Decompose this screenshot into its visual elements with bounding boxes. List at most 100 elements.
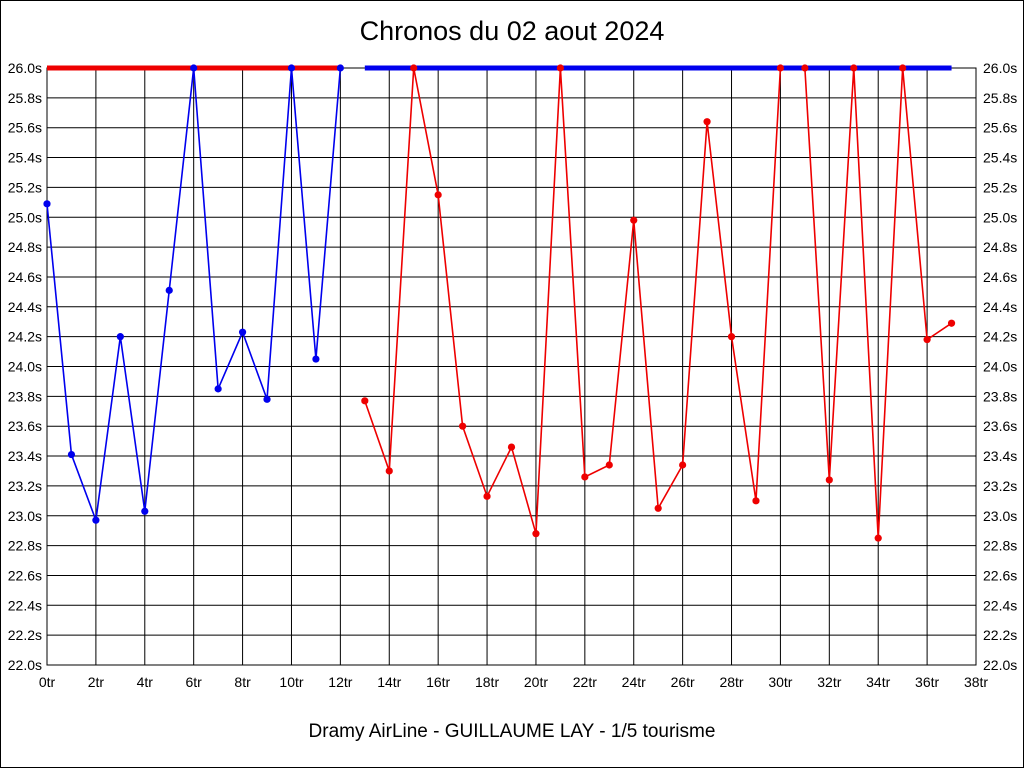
y-tick-label-left: 24.6s xyxy=(8,269,42,285)
data-point-marker xyxy=(190,64,198,72)
x-tick-label: 16tr xyxy=(426,674,450,690)
x-tick-label: 14tr xyxy=(377,674,401,690)
data-point-marker xyxy=(532,530,540,538)
x-tick-label: 6tr xyxy=(186,674,203,690)
y-tick-label-right: 22.2s xyxy=(983,627,1017,643)
chart-subtitle: Dramy AirLine - GUILLAUME LAY - 1/5 tour… xyxy=(308,721,716,742)
data-point-marker xyxy=(581,473,589,481)
data-point-marker xyxy=(850,64,858,72)
y-tick-label-left: 23.4s xyxy=(8,448,42,464)
data-point-marker xyxy=(605,461,613,469)
data-point-marker xyxy=(679,461,687,469)
data-point-marker xyxy=(776,64,785,72)
data-point-marker xyxy=(654,504,662,512)
x-tick-label: 26tr xyxy=(671,674,695,690)
x-tick-label: 10tr xyxy=(279,674,303,690)
data-point-marker xyxy=(410,64,418,72)
x-tick-label: 12tr xyxy=(328,674,352,690)
y-tick-label-left: 26.0s xyxy=(8,60,42,76)
x-tick-label: 8tr xyxy=(234,674,251,690)
x-tick-label: 22tr xyxy=(573,674,597,690)
y-tick-label-right: 23.0s xyxy=(983,508,1017,524)
x-tick-label: 20tr xyxy=(524,674,548,690)
data-point-marker xyxy=(116,333,124,341)
x-tick-label: 4tr xyxy=(137,674,154,690)
data-point-marker xyxy=(312,355,320,363)
y-tick-label-left: 22.6s xyxy=(8,567,42,583)
data-point-marker xyxy=(434,191,442,199)
data-point-marker xyxy=(92,516,100,524)
data-point-marker xyxy=(630,216,638,224)
y-tick-label-right: 23.4s xyxy=(983,448,1017,464)
x-tick-label: 32tr xyxy=(817,674,841,690)
data-point-marker xyxy=(556,64,564,72)
y-tick-label-right: 25.2s xyxy=(983,179,1017,195)
data-point-marker xyxy=(385,467,393,475)
data-point-marker xyxy=(336,64,344,72)
y-tick-label-right: 25.0s xyxy=(983,209,1017,225)
y-tick-label-right: 24.2s xyxy=(983,329,1017,345)
data-point-marker xyxy=(263,395,271,403)
y-tick-label-left: 25.4s xyxy=(8,150,42,166)
data-point-marker xyxy=(361,397,369,405)
x-tick-label: 0tr xyxy=(39,674,56,690)
y-tick-label-left: 23.2s xyxy=(8,478,42,494)
data-point-marker xyxy=(43,200,51,208)
data-point-marker xyxy=(874,534,882,542)
x-tick-label: 24tr xyxy=(622,674,646,690)
chart-title: Chronos du 02 aout 2024 xyxy=(359,16,665,46)
y-tick-label-left: 22.4s xyxy=(8,597,42,613)
data-point-marker xyxy=(947,319,956,327)
y-tick-label-left: 24.8s xyxy=(8,239,42,255)
x-tick-label: 28tr xyxy=(719,674,743,690)
y-tick-label-right: 22.6s xyxy=(983,567,1017,583)
y-tick-label-right: 22.0s xyxy=(983,657,1017,673)
series-line-stint-red-laps-13-37 xyxy=(364,67,952,539)
y-tick-label-left: 23.0s xyxy=(8,508,42,524)
y-tick-label-right: 22.8s xyxy=(983,538,1017,554)
y-tick-label-left: 24.0s xyxy=(8,359,42,375)
data-point-marker xyxy=(825,476,833,484)
data-point-marker xyxy=(238,328,247,336)
x-tick-label: 36tr xyxy=(915,674,939,690)
data-point-marker xyxy=(923,336,931,344)
y-tick-label-right: 25.8s xyxy=(983,90,1017,106)
y-tick-label-left: 24.2s xyxy=(8,329,42,345)
y-tick-label-right: 22.4s xyxy=(983,597,1017,613)
data-point-marker xyxy=(287,64,296,72)
y-tick-label-left: 23.8s xyxy=(8,388,42,404)
data-point-marker xyxy=(141,507,149,515)
y-tick-label-right: 23.2s xyxy=(983,478,1017,494)
x-tick-label: 34tr xyxy=(866,674,890,690)
x-tick-label: 38tr xyxy=(964,674,988,690)
data-point-marker xyxy=(67,450,76,459)
y-tick-label-right: 26.0s xyxy=(983,60,1017,76)
y-tick-label-left: 25.0s xyxy=(8,209,42,225)
data-point-marker xyxy=(507,443,516,451)
y-tick-label-left: 24.4s xyxy=(8,299,42,315)
y-tick-label-right: 24.8s xyxy=(983,239,1017,255)
x-tick-label: 18tr xyxy=(475,674,499,690)
data-point-marker xyxy=(703,118,711,126)
data-point-marker xyxy=(483,492,491,500)
y-tick-label-right: 24.0s xyxy=(983,359,1017,375)
y-tick-label-right: 25.6s xyxy=(983,120,1017,136)
y-tick-label-left: 22.8s xyxy=(8,538,42,554)
y-tick-label-left: 22.0s xyxy=(8,657,42,673)
y-tick-label-right: 23.6s xyxy=(983,418,1017,434)
data-point-marker xyxy=(459,422,467,430)
x-tick-label: 30tr xyxy=(768,674,792,690)
data-point-marker xyxy=(165,286,173,294)
data-point-marker xyxy=(752,497,760,505)
data-point-marker xyxy=(899,64,907,72)
y-tick-label-right: 24.6s xyxy=(983,269,1017,285)
y-tick-label-right: 23.8s xyxy=(983,388,1017,404)
y-tick-label-left: 25.6s xyxy=(8,120,42,136)
x-tick-label: 2tr xyxy=(88,674,105,690)
y-tick-label-left: 22.2s xyxy=(8,627,42,643)
data-point-marker xyxy=(214,385,222,393)
data-point-marker xyxy=(801,64,809,72)
data-point-marker xyxy=(727,333,736,341)
y-tick-label-right: 24.4s xyxy=(983,299,1017,315)
